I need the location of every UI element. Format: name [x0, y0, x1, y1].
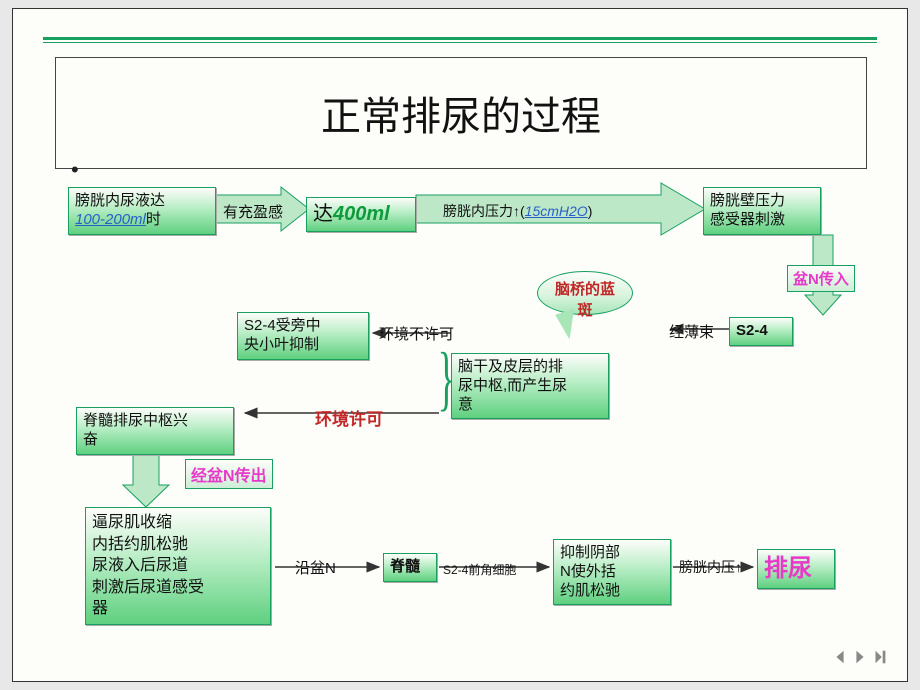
flow-node-n7: 脊髓排尿中枢兴奋: [76, 407, 234, 455]
flow-node-n11: 排尿: [757, 549, 835, 589]
flow-node-n10: 抑制阴部N使外括约肌松驰: [553, 539, 671, 605]
next-icon[interactable]: [871, 648, 889, 671]
flow-node-n9: 脊髓: [383, 553, 437, 582]
flow-node-n3: 膀胱壁压力感受器刺激: [703, 187, 821, 235]
flow-node-n4: S2-4: [729, 317, 793, 346]
label-l7: 经盆N传出: [185, 459, 273, 489]
flow-node-n1: 膀胱内尿液达100-200ml时: [68, 187, 216, 235]
flow-node-n6: 脑干及皮层的排尿中枢,而产生尿意: [451, 353, 609, 419]
callout-pons: 脑桥的蓝 斑: [537, 271, 633, 315]
bullet-dot: •: [71, 157, 79, 183]
flow-node-n2: 达400ml: [306, 197, 416, 232]
label-l5: 环境不许可: [379, 323, 454, 344]
callout-line1: 脑桥的蓝: [550, 278, 620, 299]
label-l2: 膀胱内压力↑(15cmH2O): [443, 201, 592, 221]
accent-rule: [43, 37, 877, 43]
page-title: 正常排尿的过程: [321, 84, 601, 142]
flow-node-n5: S2-4受旁中央小叶抑制: [237, 312, 369, 360]
brace-icon: }: [438, 337, 455, 420]
prev-icon[interactable]: [831, 648, 849, 671]
play-icon[interactable]: [851, 648, 869, 671]
arrow-a7: [123, 447, 169, 507]
nav-controls: [831, 648, 889, 671]
label-l4: 经薄束: [669, 321, 714, 342]
label-l10: 膀胱内压↑: [679, 557, 742, 577]
label-l6: 环境许可: [315, 405, 383, 430]
title-box: 正常排尿的过程: [55, 57, 867, 169]
label-l1: 有充盈感: [223, 201, 283, 222]
slide: 正常排尿的过程 • 膀胱内尿液达100-200ml时 达400ml 膀胱壁压力感受器…: [12, 8, 908, 682]
flow-node-n8: 逼尿肌收缩内括约肌松驰尿液入后尿道刺激后尿道感受器: [85, 507, 271, 625]
label-l9: S2-4前角细胞: [443, 561, 516, 578]
label-l8: 沿盆N: [295, 557, 336, 578]
label-l3: 盆N传入: [787, 265, 855, 292]
